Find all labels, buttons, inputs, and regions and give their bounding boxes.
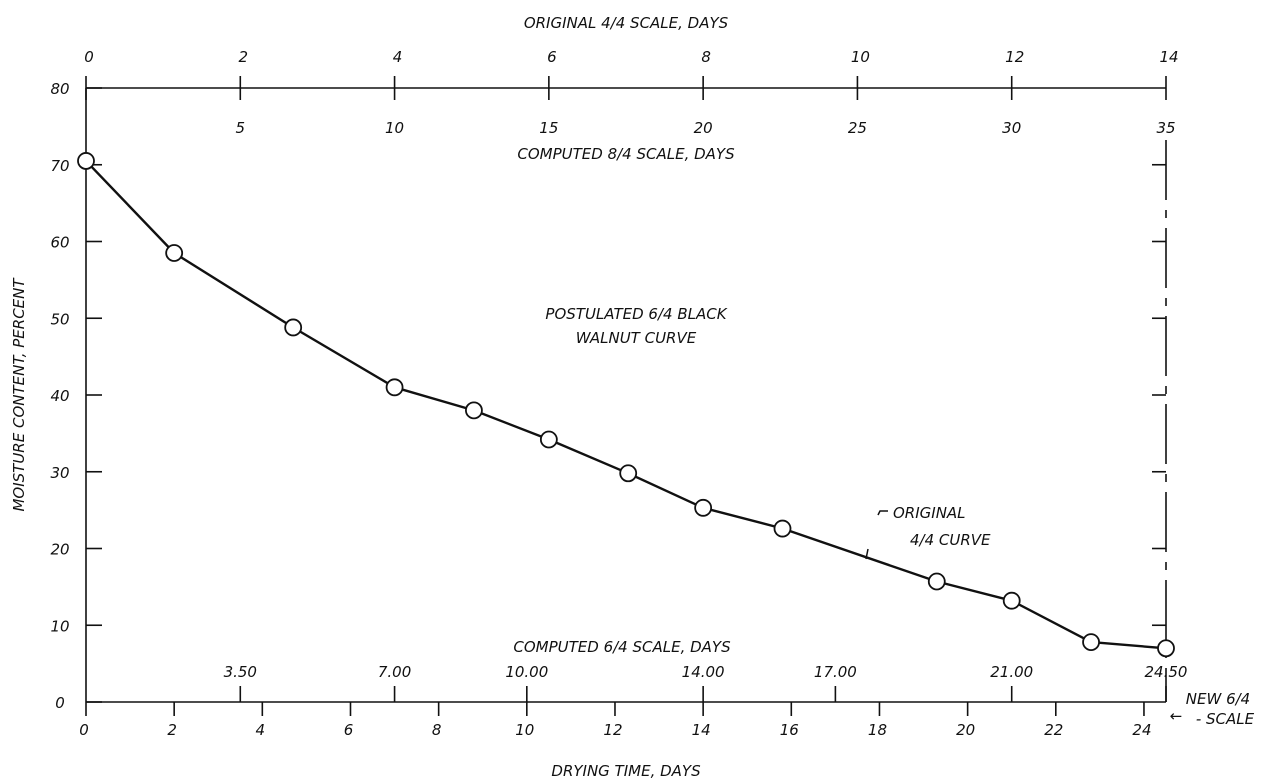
x-tick-label: 16 — [780, 721, 799, 739]
data-point — [927, 572, 946, 591]
data-point — [165, 244, 184, 262]
y-tick-label: 20 — [50, 541, 69, 559]
new-scale-label: NEW 6/4 — [1186, 690, 1250, 708]
top-original-tick-label: 0 — [84, 48, 94, 66]
x-tick-label: 12 — [603, 721, 622, 739]
top-computed-tick-label: 15 — [539, 119, 558, 137]
bottom-computed-tick-label: 21.00 — [990, 663, 1033, 681]
y-axis-title: MOISTURE CONTENT, PERCENT — [10, 277, 28, 512]
top-original-tick-label: 10 — [851, 48, 870, 66]
bottom-computed-tick-label: 17.00 — [814, 663, 857, 681]
right-axis-ticks — [1152, 163, 1166, 627]
y-tick-label: 50 — [50, 310, 69, 328]
y-tick-label: 40 — [50, 387, 69, 405]
x-tick-label: 2 — [167, 721, 177, 739]
x-tick-label: 24 — [1132, 721, 1151, 739]
top-original-tick-label: 12 — [1005, 48, 1024, 66]
x-tick-label: 0 — [79, 721, 89, 739]
y-tick-label: 60 — [50, 234, 69, 252]
data-point — [284, 318, 303, 337]
y-tick-label: 30 — [50, 464, 69, 482]
bottom-computed-tick-label: 14.00 — [682, 663, 725, 681]
data-point — [1002, 591, 1021, 610]
top-computed-ticks: 5 10 15 20 25 30 35 — [236, 119, 1176, 137]
y-tick-label: 80 — [50, 80, 69, 98]
bottom-computed-ticks: 3.50 7.00 10.00 14.00 17.00 21.00 24.50 — [224, 663, 1188, 702]
bottom-computed-tick-label: 10.00 — [505, 663, 548, 681]
new-scale-arrow: ← — [1170, 707, 1183, 725]
top-computed-tick-label: 20 — [694, 119, 713, 137]
data-point — [77, 152, 95, 170]
original-curve-label-2: 4/4 CURVE — [910, 531, 991, 549]
x-axis-title: DRYING TIME, DAYS — [551, 762, 701, 780]
data-markers — [77, 152, 1175, 658]
top-computed-scale-label: COMPUTED 8/4 SCALE, DAYS — [517, 145, 735, 163]
data-point — [619, 464, 638, 483]
data-point — [694, 498, 713, 517]
top-original-tick-label: 8 — [701, 48, 711, 66]
x-tick-label: 22 — [1044, 721, 1063, 739]
top-original-tick-label: 14 — [1159, 48, 1178, 66]
moisture-curve — [85, 160, 1167, 650]
top-computed-tick-label: 30 — [1002, 119, 1021, 137]
x-tick-label: 4 — [256, 721, 266, 739]
original-curve-leader — [865, 510, 888, 560]
top-original-ticks: 0 2 4 6 8 10 12 14 — [84, 48, 1179, 100]
x-tick-label: 14 — [692, 721, 711, 739]
y-tick-label: 70 — [50, 157, 69, 175]
x-tick-label: 6 — [344, 721, 354, 739]
top-original-tick-label: 2 — [239, 48, 249, 66]
x-tick-label: 8 — [432, 721, 442, 739]
top-computed-tick-label: 10 — [385, 119, 404, 137]
original-curve-label: ORIGINAL — [893, 504, 966, 522]
top-computed-tick-label: 25 — [848, 119, 867, 137]
top-computed-tick-label: 35 — [1156, 119, 1175, 137]
x-tick-label: 18 — [868, 721, 887, 739]
bottom-computed-scale-label: COMPUTED 6/4 SCALE, DAYS — [513, 638, 731, 656]
x-tick-label: 20 — [956, 721, 975, 739]
data-point — [539, 430, 558, 449]
top-original-tick-label: 4 — [393, 48, 403, 66]
y-ticks: 0 10 20 30 40 50 60 70 80 — [50, 80, 102, 712]
data-point — [1157, 639, 1175, 658]
y-tick-label: 10 — [50, 617, 69, 635]
x-ticks: 0 2 4 6 8 10 12 14 16 18 20 22 24 — [79, 702, 1152, 739]
top-original-tick-label: 6 — [547, 48, 557, 66]
postulated-curve-label-2: WALNUT CURVE — [576, 329, 697, 347]
data-point — [385, 378, 404, 397]
bottom-computed-tick-label: 3.50 — [224, 663, 257, 681]
top-original-scale-label: ORIGINAL 4/4 SCALE, DAYS — [524, 14, 729, 32]
x-tick-label: 10 — [515, 721, 534, 739]
data-point — [773, 519, 792, 538]
new-scale-label-2: - SCALE — [1196, 710, 1255, 728]
top-computed-tick-label: 5 — [236, 119, 246, 137]
data-point — [465, 401, 483, 420]
bottom-computed-tick-label: 24.50 — [1145, 663, 1188, 681]
data-point — [1082, 633, 1100, 652]
bottom-computed-tick-label: 7.00 — [378, 663, 411, 681]
y-tick-label: 0 — [55, 694, 65, 712]
postulated-curve-label: POSTULATED 6/4 BLACK — [545, 305, 727, 323]
